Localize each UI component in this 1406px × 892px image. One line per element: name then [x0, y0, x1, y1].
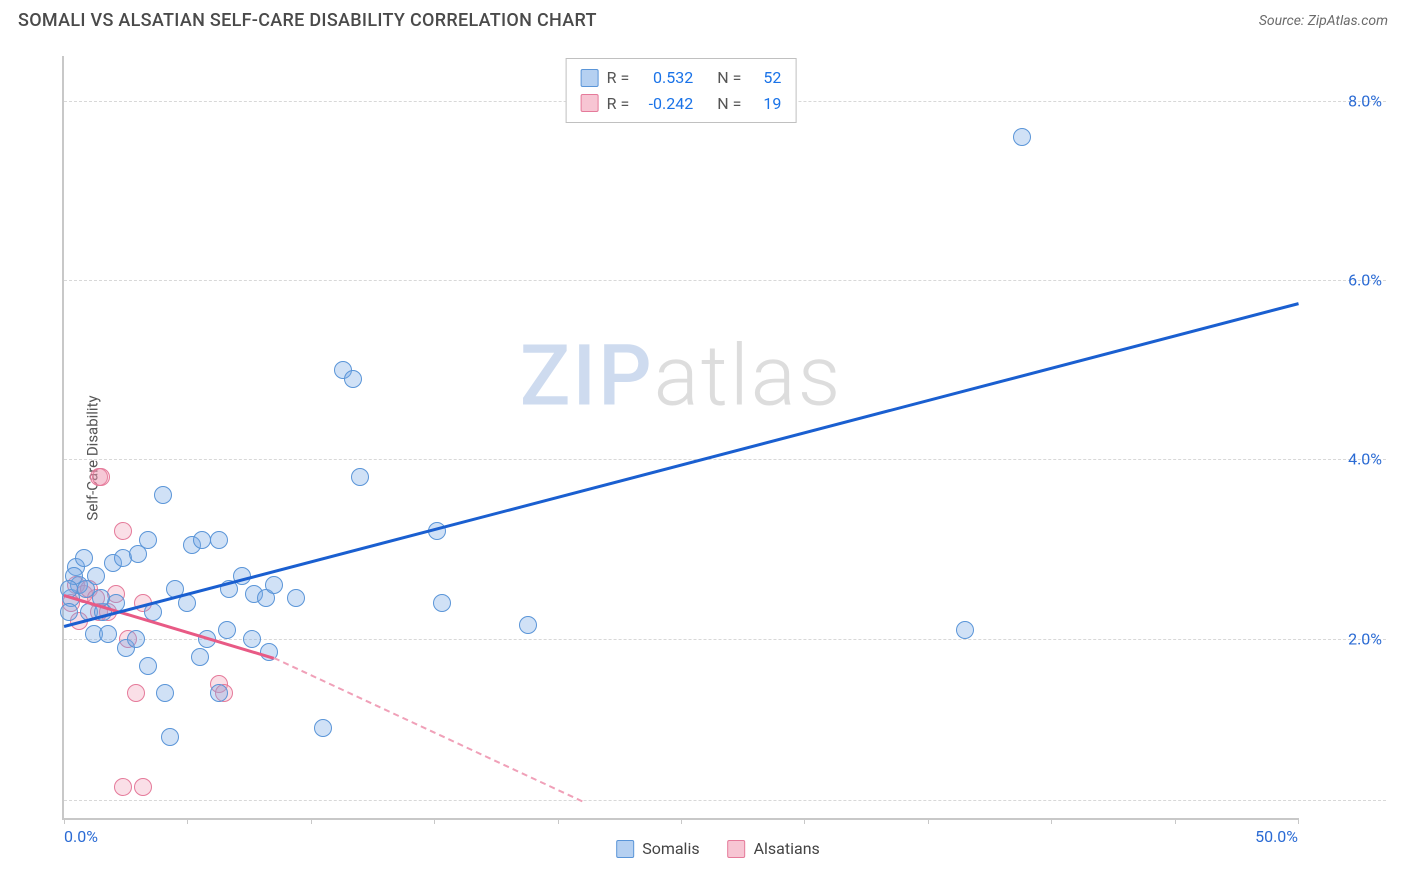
scatter-point [127, 684, 145, 702]
scatter-point [161, 728, 179, 746]
legend-correlation: R = 0.532 N = 52 R = -0.242 N = 19 [566, 58, 797, 123]
gridline-h [64, 639, 1386, 640]
y-tick-label: 6.0% [1348, 271, 1382, 290]
gridline-h [64, 280, 1386, 281]
watermark-atlas: atlas [654, 327, 843, 426]
legend-series-item: Somalis [616, 839, 699, 858]
x-tick [928, 818, 929, 824]
n-label: N = [717, 65, 741, 91]
r-label: R = [607, 65, 630, 91]
watermark: ZIPatlas [520, 327, 843, 426]
x-tick-label: 0.0% [64, 827, 98, 846]
x-tick-label: 50.0% [1255, 827, 1298, 846]
chart-header: SOMALI VS ALSATIAN SELF-CARE DISABILITY … [0, 0, 1406, 39]
scatter-point [134, 778, 152, 796]
r-value: -0.242 [637, 91, 693, 117]
legend-row: R = -0.242 N = 19 [581, 91, 782, 117]
scatter-point [193, 531, 211, 549]
scatter-point [344, 370, 362, 388]
scatter-point [99, 625, 117, 643]
gridline-h [64, 459, 1386, 460]
scatter-point [92, 468, 110, 486]
legend-series: Somalis Alsatians [616, 839, 820, 858]
legend-series-label: Alsatians [754, 839, 820, 858]
scatter-point [519, 616, 537, 634]
n-label: N = [717, 91, 741, 117]
chart-container: Self-Care Disability ZIPatlas R =0.532N … [48, 48, 1388, 868]
x-tick [1175, 818, 1176, 824]
x-tick [311, 818, 312, 824]
scatter-point [956, 621, 974, 639]
r-label: R = [607, 91, 630, 117]
plot-area: ZIPatlas R =0.532N =52R =-0.242N =19 2.0… [62, 56, 1298, 820]
r-value: 0.532 [637, 65, 693, 91]
scatter-point [210, 684, 228, 702]
y-tick-label: 8.0% [1348, 91, 1382, 110]
x-tick [1298, 818, 1299, 824]
scatter-point [154, 486, 172, 504]
legend-series-item: Alsatians [728, 839, 820, 858]
scatter-point [75, 549, 93, 567]
x-tick [1051, 818, 1052, 824]
scatter-point [114, 522, 132, 540]
scatter-point [156, 684, 174, 702]
chart-source: Source: ZipAtlas.com [1259, 13, 1388, 29]
scatter-point [139, 657, 157, 675]
scatter-point [433, 594, 451, 612]
scatter-point [1013, 128, 1031, 146]
legend-swatch [581, 94, 599, 112]
n-value: 19 [749, 91, 781, 117]
scatter-point [191, 648, 209, 666]
scatter-point [218, 621, 236, 639]
scatter-point [60, 603, 78, 621]
scatter-point [210, 531, 228, 549]
scatter-point [127, 630, 145, 648]
scatter-point [314, 719, 332, 737]
scatter-point [265, 576, 283, 594]
y-tick-label: 2.0% [1348, 629, 1382, 648]
scatter-point [243, 630, 261, 648]
scatter-point [139, 531, 157, 549]
x-tick [681, 818, 682, 824]
scatter-point [351, 468, 369, 486]
legend-row: R = 0.532 N = 52 [581, 65, 782, 91]
scatter-point [87, 567, 105, 585]
gridline-h [64, 800, 1386, 801]
x-tick [64, 818, 65, 824]
scatter-point [114, 778, 132, 796]
x-tick [434, 818, 435, 824]
watermark-zip: ZIP [520, 327, 654, 426]
scatter-point [287, 589, 305, 607]
legend-swatch [616, 840, 634, 858]
x-tick [558, 818, 559, 824]
x-tick [804, 818, 805, 824]
y-tick-label: 4.0% [1348, 450, 1382, 469]
legend-swatch [728, 840, 746, 858]
x-tick [187, 818, 188, 824]
n-value: 52 [749, 65, 781, 91]
legend-series-label: Somalis [642, 839, 699, 858]
chart-title: SOMALI VS ALSATIAN SELF-CARE DISABILITY … [18, 10, 597, 31]
trend-line [64, 303, 1299, 628]
legend-swatch [581, 69, 599, 87]
